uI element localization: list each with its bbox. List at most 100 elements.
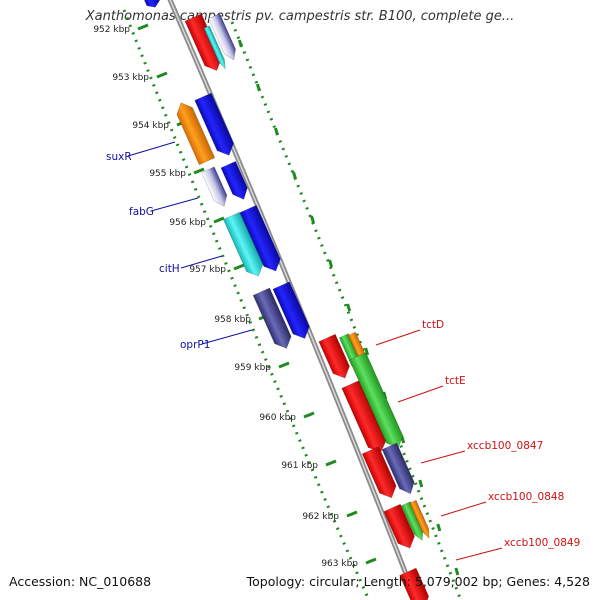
ruler-tick-label: 957 kbp [189,265,226,275]
gene-tctE[interactable] [349,352,406,452]
ruler-tick: 958 kbp [214,313,270,325]
outer-tick-mark [292,171,297,180]
ruler-tick-label: 960 kbp [259,413,296,423]
gene-red-960[interactable] [341,379,390,456]
gene-red-959[interactable] [318,333,353,382]
gene-top-cyan-shape[interactable] [203,25,228,70]
ruler-tick-label: 961 kbp [281,461,318,471]
gene-label-tctE[interactable]: tctE [397,375,466,403]
gene-label-text[interactable]: xccb100_0847 [467,440,543,452]
gene-xccb100_0847[interactable] [381,442,418,497]
gene-red-959-shape[interactable] [318,333,353,382]
gene-red-960-shape[interactable] [341,379,390,456]
gene-label-xccb100_0849[interactable]: xccb100_0849 [455,537,580,561]
ruler-tick-mark [233,263,245,271]
gene-oprP1-shape[interactable] [252,287,295,352]
outer-dotted-line [230,21,462,599]
gene-oprP1[interactable] [252,287,295,352]
gene-tctE-shape[interactable] [349,352,406,452]
ruler-tick: 957 kbp [189,263,245,275]
gene-red-961-shape[interactable] [361,446,400,502]
gene-0848-orange[interactable] [409,499,433,540]
gene-label-oprP1[interactable]: oprP1 [180,329,253,351]
ruler-tick-label: 958 kbp [214,315,251,325]
gene-blue-957-shape[interactable] [239,204,284,274]
gene-suxR[interactable] [173,99,216,166]
outer-tick-mark [310,215,315,224]
gene-top-cyan[interactable] [203,25,228,70]
gene-0848-orange-shape[interactable] [409,499,433,540]
gene-label-tctD[interactable]: tctD [375,319,444,346]
ruler-tick: 961 kbp [281,459,337,471]
gene-label-text[interactable]: tctE [445,375,466,387]
gene-xccb100_0849-shape[interactable] [399,567,433,600]
label-leader-line [375,329,421,346]
ruler-tick-mark [346,510,358,518]
label-leader-line [397,385,444,403]
gene-xccb100_0848[interactable] [400,501,426,543]
outer-tick-mark [346,303,352,312]
ruler-tick-mark [193,167,205,175]
gene-layer[interactable] [141,0,433,600]
ruler-tick-label: 955 kbp [149,169,186,179]
outer-tick-mark [274,127,279,136]
gene-label-text[interactable]: fabG [129,206,154,218]
gene-top-red-shape[interactable] [184,13,225,74]
gene-red-961[interactable] [361,446,400,502]
ruler-tick-label: 952 kbp [93,25,130,35]
gene-top-blue[interactable] [141,0,161,10]
gene-xccb100_0848-shape[interactable] [400,501,426,543]
accession-text: Accession: NC_010688 [9,574,152,589]
ruler-tick: 962 kbp [302,510,358,522]
outer-tick-mark [364,347,370,356]
outer-tick-mark [436,523,442,532]
ruler-tick: 960 kbp [259,411,315,423]
gene-fabG-shape[interactable] [201,166,230,209]
label-leader-line [127,141,176,157]
ruler-dotted-line [122,9,370,599]
gene-red-962[interactable] [383,503,418,552]
gene-blue-955[interactable] [220,160,251,202]
ruler-tick-label: 963 kbp [321,559,358,569]
gene-blue-958-shape[interactable] [272,281,313,342]
gene-blue-954-shape[interactable] [194,92,237,159]
gene-top-red[interactable] [184,13,225,74]
gene-xccb100_0849[interactable] [399,567,433,600]
ruler-tick: 963 kbp [321,557,377,569]
gene-label-text[interactable]: tctD [422,319,444,331]
gene-citH[interactable] [222,211,266,280]
gene-xccb100_0847-shape[interactable] [381,442,418,497]
gene-label-text[interactable]: suxR [106,151,132,163]
gene-label-citH[interactable]: citH [159,255,223,275]
ruler-tick: 955 kbp [149,167,205,179]
gene-label-suxR[interactable]: suxR [106,141,176,163]
topology-text: Topology: circular; Length: 5,079,002 bp… [246,574,590,589]
ruler-tick-label: 956 kbp [169,218,206,228]
ruler-tick-mark [365,557,377,565]
outer-tick-mark [418,479,424,488]
label-leader-line [440,501,487,517]
gene-label-xccb100_0847[interactable]: xccb100_0847 [420,440,543,464]
gene-blue-955-shape[interactable] [220,160,251,202]
gene-blue-957[interactable] [239,204,284,274]
gene-top-blue-shape[interactable] [141,0,161,10]
gene-top-slate-shape[interactable] [208,13,239,63]
gene-label-text[interactable]: oprP1 [180,339,210,351]
ruler-tick: 956 kbp [169,216,225,228]
gene-fabG[interactable] [201,166,230,209]
gene-red-962-shape[interactable] [383,503,418,552]
gene-citH-shape[interactable] [222,211,266,280]
gene-label-text[interactable]: xccb100_0849 [504,537,580,549]
gene-blue-958[interactable] [272,281,313,342]
gene-label-xccb100_0848[interactable]: xccb100_0848 [440,491,564,517]
gene-blue-954[interactable] [194,92,237,159]
ruler-tick-mark [213,216,225,224]
outer-tick-mark [237,39,243,48]
gene-label-text[interactable]: xccb100_0848 [488,491,564,503]
label-leader-line [455,547,503,561]
gene-label-text[interactable]: citH [159,263,180,275]
gene-suxR-shape[interactable] [173,99,216,166]
gene-label-fabG[interactable]: fabG [129,197,199,218]
gene-top-slate[interactable] [208,13,239,63]
